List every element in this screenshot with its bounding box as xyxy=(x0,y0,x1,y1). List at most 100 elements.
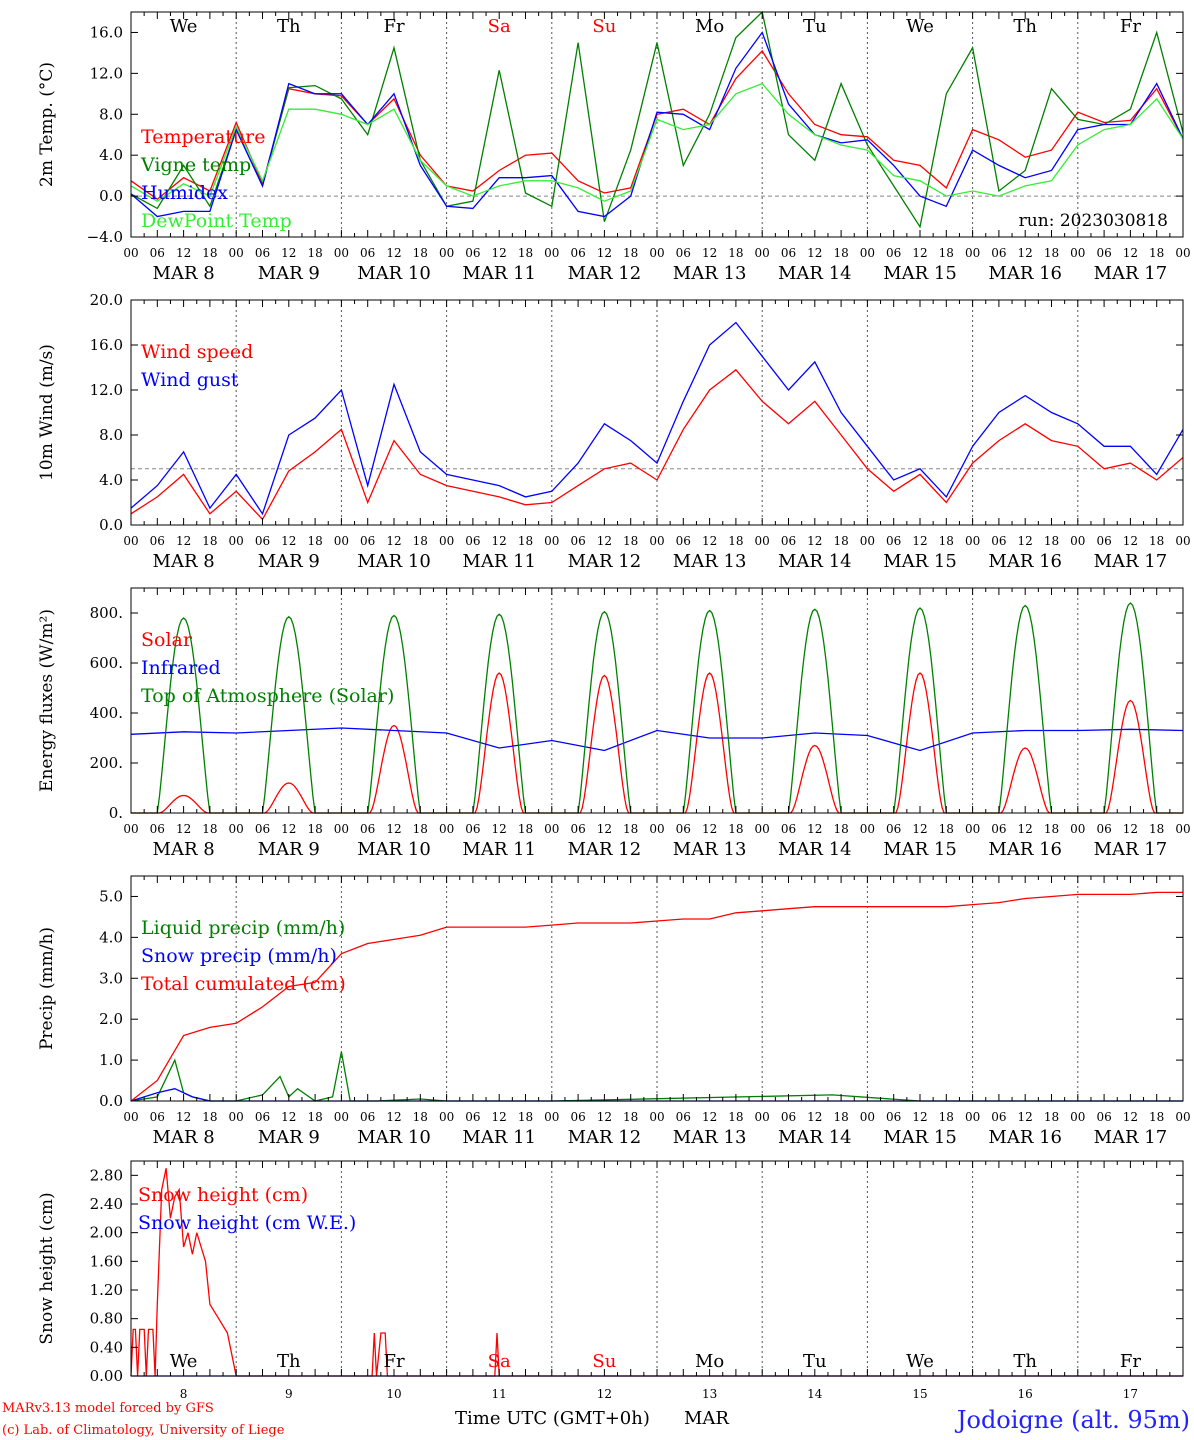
hour-tick-label: 18 xyxy=(1044,822,1059,836)
weekday-label: Fr xyxy=(383,16,404,37)
hour-tick-label: 12 xyxy=(1018,1110,1033,1124)
hour-tick-label: 12 xyxy=(386,822,401,836)
weekday-label: Th xyxy=(277,1351,301,1372)
hour-tick-label: 12 xyxy=(492,246,507,260)
series-line-vigne-temp xyxy=(130,10,1184,229)
hour-tick-label: 00 xyxy=(1175,534,1190,548)
hour-tick-label: 00 xyxy=(334,1110,349,1124)
hour-tick-label: 18 xyxy=(623,1110,638,1124)
hour-tick-label: 06 xyxy=(465,822,480,836)
day-number-label: 9 xyxy=(285,1387,293,1401)
x-axis-month: MAR xyxy=(684,1408,729,1429)
hour-tick-label: 18 xyxy=(518,246,533,260)
hour-tick-label: 00 xyxy=(334,822,349,836)
hour-tick-label: 18 xyxy=(1044,534,1059,548)
hour-tick-label: 18 xyxy=(623,822,638,836)
hour-tick-label: 12 xyxy=(386,246,401,260)
hour-tick-label: 06 xyxy=(1096,534,1111,548)
y-tick-label: 200. xyxy=(90,754,123,772)
legend-entry: Temperature xyxy=(141,126,265,148)
hour-tick-label: 00 xyxy=(229,246,244,260)
hour-tick-label: 00 xyxy=(123,534,138,548)
hour-tick-label: 00 xyxy=(965,246,980,260)
series-line-total-cumulated-cm- xyxy=(130,891,1183,1102)
date-label: MAR 16 xyxy=(988,1127,1062,1148)
hour-tick-label: 00 xyxy=(1175,822,1190,836)
hour-tick-label: 00 xyxy=(1070,246,1085,260)
hour-tick-label: 12 xyxy=(281,534,296,548)
hour-tick-label: 18 xyxy=(833,822,848,836)
hour-tick-label: 18 xyxy=(307,534,322,548)
hour-tick-label: 00 xyxy=(544,1110,559,1124)
hour-tick-label: 12 xyxy=(912,246,927,260)
y-tick-label: 0.0 xyxy=(99,187,123,205)
y-tick-label: 1.60 xyxy=(90,1252,123,1270)
hour-tick-label: 12 xyxy=(597,246,612,260)
date-label: MAR 8 xyxy=(153,839,215,860)
lab-credit: (c) Lab. of Climatology, University of L… xyxy=(2,1423,285,1438)
hour-tick-label: 00 xyxy=(860,822,875,836)
date-label: MAR 9 xyxy=(258,839,320,860)
hour-tick-label: 06 xyxy=(150,246,165,260)
hour-tick-label: 06 xyxy=(150,822,165,836)
hour-tick-label: 18 xyxy=(413,822,428,836)
y-tick-label: 3.0 xyxy=(99,969,123,987)
hour-tick-label: 00 xyxy=(123,1110,138,1124)
day-number-label: 12 xyxy=(597,1387,612,1401)
hour-tick-label: 18 xyxy=(728,1110,743,1124)
day-number-label: 11 xyxy=(492,1387,507,1401)
hour-tick-label: 18 xyxy=(202,1110,217,1124)
hour-tick-label: 12 xyxy=(1123,1110,1138,1124)
hour-tick-label: 06 xyxy=(676,246,691,260)
hour-tick-label: 18 xyxy=(202,534,217,548)
hour-tick-label: 06 xyxy=(781,246,796,260)
hour-tick-label: 06 xyxy=(465,246,480,260)
legend-entry: DewPoint Temp xyxy=(141,210,292,232)
date-label: MAR 13 xyxy=(673,839,747,860)
hour-tick-label: 06 xyxy=(255,1110,270,1124)
weekday-label: We xyxy=(170,1351,198,1372)
y-tick-label: 4.0 xyxy=(99,146,123,164)
hour-tick-label: 12 xyxy=(176,246,191,260)
hour-tick-label: 06 xyxy=(991,822,1006,836)
y-tick-label: 8.0 xyxy=(99,426,123,444)
hour-tick-label: 06 xyxy=(781,1110,796,1124)
y-tick-label: 2.00 xyxy=(90,1224,123,1242)
date-label: MAR 10 xyxy=(357,839,431,860)
y-tick-label: 8.0 xyxy=(99,105,123,123)
hour-tick-label: 12 xyxy=(702,1110,717,1124)
hour-tick-label: 06 xyxy=(465,1110,480,1124)
legend-entry: Humidex xyxy=(141,182,228,204)
hour-tick-label: 18 xyxy=(202,246,217,260)
weekday-label: Th xyxy=(1013,16,1037,37)
series-line-dewpoint-temp xyxy=(130,82,1184,202)
date-label: MAR 16 xyxy=(988,263,1062,284)
legend-entry: Vigne temp xyxy=(140,154,251,176)
hour-tick-label: 18 xyxy=(518,534,533,548)
hour-tick-label: 18 xyxy=(623,534,638,548)
date-label: MAR 17 xyxy=(1094,839,1168,860)
y-tick-label: 4.0 xyxy=(99,471,123,489)
hour-tick-label: 00 xyxy=(649,534,664,548)
date-label: MAR 14 xyxy=(778,1127,852,1148)
y-tick-label: 0.0 xyxy=(99,1092,123,1110)
hour-tick-label: 18 xyxy=(307,246,322,260)
hour-tick-label: 06 xyxy=(570,822,585,836)
hour-tick-label: 12 xyxy=(702,534,717,548)
hour-tick-label: 12 xyxy=(807,1110,822,1124)
hour-tick-label: 12 xyxy=(176,1110,191,1124)
hour-tick-label: 06 xyxy=(991,1110,1006,1124)
hour-tick-label: 06 xyxy=(570,1110,585,1124)
hour-tick-label: 12 xyxy=(807,534,822,548)
hour-tick-label: 00 xyxy=(439,822,454,836)
hour-tick-label: 00 xyxy=(860,246,875,260)
date-label: MAR 13 xyxy=(673,551,747,572)
y-tick-label: 0.80 xyxy=(90,1310,123,1328)
hour-tick-label: 18 xyxy=(833,246,848,260)
hour-tick-label: 06 xyxy=(360,822,375,836)
hour-tick-label: 12 xyxy=(176,822,191,836)
y-axis-title: 10m Wind (m/s) xyxy=(37,344,57,481)
hour-tick-label: 00 xyxy=(649,246,664,260)
legend-entry: Snow height (cm) xyxy=(138,1184,308,1206)
hour-tick-label: 18 xyxy=(728,534,743,548)
